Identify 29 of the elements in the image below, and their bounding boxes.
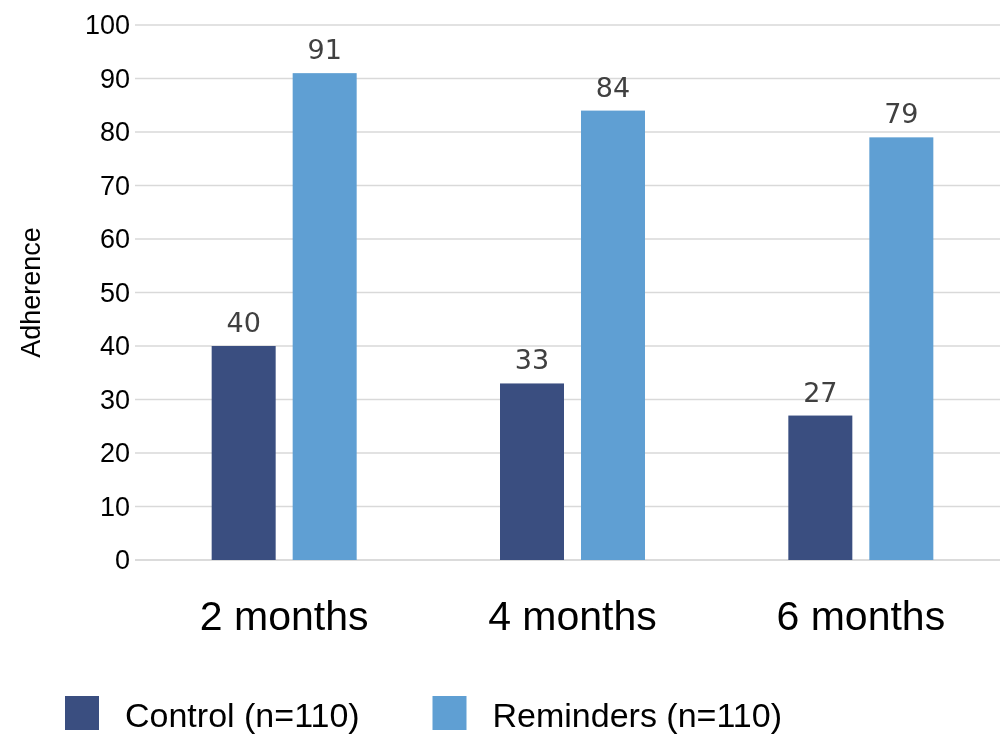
y-tick-label: 80 [99, 117, 130, 148]
bar [500, 383, 564, 560]
data-label: 79 [884, 98, 919, 130]
bar [788, 415, 853, 560]
x-tick-label: 2 months [199, 593, 369, 639]
y-tick-label: 50 [99, 277, 130, 308]
y-tick-label: 40 [99, 331, 130, 362]
x-tick-label: 4 months [488, 593, 657, 639]
y-tick-label: 90 [99, 63, 130, 94]
y-tick-label: 30 [99, 384, 130, 415]
bar [581, 110, 645, 560]
y-axis-title: Adherence [16, 227, 46, 358]
legend-label: Reminders (n=110) [492, 695, 782, 734]
data-label: 40 [226, 307, 261, 338]
y-tick-label: 70 [99, 170, 130, 201]
y-tick-label: 20 [99, 438, 130, 469]
data-label: 33 [514, 344, 550, 376]
data-label: 91 [307, 34, 342, 66]
y-tick-label: 10 [99, 491, 130, 522]
legend-label: Control (n=110) [125, 695, 360, 734]
data-label: 27 [803, 376, 838, 408]
x-tick-label: 6 months [776, 593, 946, 639]
y-tick-label: 60 [99, 224, 130, 255]
y-tick-label: 0 [114, 545, 130, 576]
y-tick-label: 100 [84, 10, 130, 41]
bar [869, 137, 934, 560]
data-label: 84 [595, 71, 631, 103]
bar [211, 346, 276, 560]
bar [292, 73, 357, 560]
